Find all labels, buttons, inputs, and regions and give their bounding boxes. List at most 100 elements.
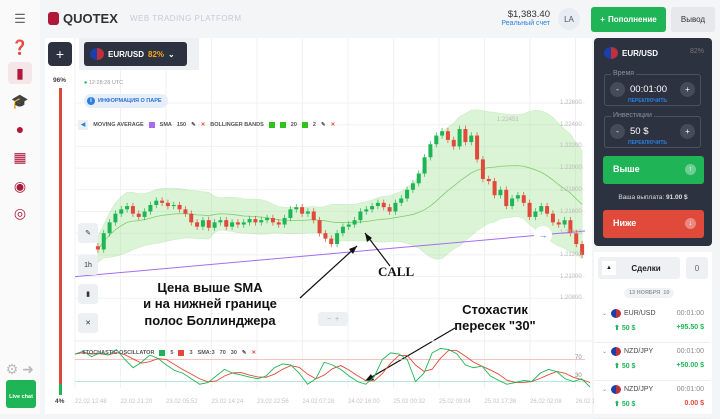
- investment-switch-link[interactable]: ПЕРЕКЛЮЧИТЬ: [628, 140, 668, 146]
- bb-color-2[interactable]: [279, 122, 286, 128]
- trades-tab[interactable]: Сделки: [598, 257, 680, 279]
- annotation-stoch-line: пересек "30": [454, 318, 536, 334]
- logout-icon[interactable]: ➜: [22, 360, 34, 377]
- price-axis-label: 1.22000: [560, 165, 582, 172]
- time-minus-button[interactable]: -: [610, 82, 625, 97]
- chevron-down-icon[interactable]: ⌄: [602, 311, 608, 317]
- add-chart-button[interactable]: +: [48, 42, 72, 66]
- sma-color[interactable]: [148, 122, 155, 128]
- timeframe-button[interactable]: 1h: [78, 255, 98, 275]
- bb-color[interactable]: [268, 122, 275, 128]
- candle: [259, 220, 264, 223]
- trade-row[interactable]: ⌄ NZD/JPY 00:01:00 ⬆ 50 $ 0.00 $: [594, 381, 710, 419]
- candle: [212, 222, 217, 228]
- trade-pair: NZD/JPY: [624, 386, 654, 393]
- bb-dev: 2: [312, 122, 316, 128]
- balance[interactable]: $1,383.40 Реальный счет: [465, 9, 550, 27]
- investment-minus-button[interactable]: -: [610, 124, 625, 139]
- trade-profit: 0.00 $: [684, 400, 704, 407]
- trade-row[interactable]: ⌄ NZD/JPY 00:01:00 ⬆ 50 $ +50.00 $: [594, 343, 710, 381]
- chart-area[interactable]: [45, 38, 592, 414]
- time-switch-link[interactable]: ПЕРЕКЛЮЧИТЬ: [628, 98, 668, 104]
- education-icon[interactable]: 🎓: [11, 92, 29, 109]
- deposit-button[interactable]: + Пополнение: [591, 7, 666, 32]
- logo[interactable]: QUOTEX: [48, 11, 118, 26]
- price-axis-label: 1.21800: [560, 186, 582, 193]
- ma-label: MOVING AVERAGE: [93, 122, 144, 128]
- stoch-d-color[interactable]: [178, 350, 185, 356]
- candle: [160, 200, 165, 203]
- candle: [101, 233, 106, 250]
- candle: [247, 219, 252, 223]
- draw-tool-button[interactable]: ✎: [78, 223, 98, 243]
- stoch-d: 3: [189, 350, 193, 356]
- eur-usd-flag-icon: [90, 48, 104, 60]
- investment-plus-button[interactable]: +: [680, 124, 695, 139]
- indicator-bar: ◀ MOVING AVERAGE SMA 150 ✎ ✕ BOLLINGER BA…: [78, 118, 335, 132]
- candle: [224, 220, 229, 227]
- sentiment-up: 96%: [53, 77, 67, 84]
- payout-label: Ваша выплата:: [618, 194, 665, 201]
- edit-icon[interactable]: ✎: [241, 350, 247, 356]
- help-icon[interactable]: ❓: [11, 38, 29, 55]
- stoch-label: STOCHASTIC OSCILLATOR: [82, 350, 155, 356]
- avatar[interactable]: LA: [558, 8, 580, 30]
- remove-icon[interactable]: ✕: [330, 122, 336, 128]
- collapse-trades-icon[interactable]: ▲: [602, 261, 616, 275]
- settings-icon[interactable]: ⚙: [5, 360, 19, 377]
- live-chat-button[interactable]: Live chat: [6, 380, 36, 408]
- time-plus-button[interactable]: +: [680, 82, 695, 97]
- annotation-sma-line: и на нижней границе: [143, 296, 277, 312]
- candle: [463, 129, 468, 143]
- annotation-arrow: [299, 245, 358, 299]
- zoom-in-button[interactable]: +: [334, 315, 340, 323]
- annotation-sma-line: полос Боллинджера: [144, 312, 276, 328]
- market-icon[interactable]: ▦: [13, 148, 27, 165]
- investment-field[interactable]: Инвестиции -50 $ +: [604, 112, 701, 148]
- time-value[interactable]: 00:01:00: [630, 84, 667, 95]
- candle: [486, 178, 491, 182]
- signal-icon[interactable]: ◉: [13, 177, 27, 194]
- zoom-out-button[interactable]: −: [326, 315, 332, 323]
- chart-type-button[interactable]: ▮: [78, 284, 98, 304]
- bollinger-middle: [97, 165, 583, 250]
- live-chat-label: Live chat: [9, 394, 33, 400]
- stoch-k-color[interactable]: [159, 350, 166, 356]
- menu-icon[interactable]: ☰: [14, 11, 26, 26]
- candle: [206, 220, 211, 228]
- investment-label: Инвестиции: [611, 112, 654, 119]
- candle: [183, 209, 188, 214]
- candle: [381, 202, 386, 208]
- coins-icon[interactable]: ◎: [13, 204, 27, 221]
- pair-selector[interactable]: EUR/USD 82% ⌄: [84, 42, 187, 66]
- sentiment-bar-up: [59, 384, 62, 395]
- remove-icon[interactable]: ✕: [200, 122, 206, 128]
- trade-row[interactable]: ⌄ EUR/USD 00:01:00 ⬆ 50 $ +95.50 $: [594, 305, 710, 343]
- bb-color-3[interactable]: [301, 122, 308, 128]
- scroll-to-now-button[interactable]: →: [534, 226, 552, 244]
- candle: [300, 207, 305, 214]
- pair-info-button[interactable]: i ИНФОРМАЦИЯ О ПАРЕ: [84, 94, 168, 108]
- zoom-controls: − +: [318, 312, 348, 326]
- edit-icon[interactable]: ✎: [320, 122, 326, 128]
- chart-icon[interactable]: ▮: [8, 62, 32, 84]
- indicators-button[interactable]: ✕: [78, 313, 98, 333]
- bb-period: 20: [290, 122, 297, 128]
- up-button[interactable]: Выше ↑: [603, 156, 704, 184]
- candle: [125, 206, 130, 210]
- remove-icon[interactable]: ✕: [251, 350, 257, 356]
- candle: [445, 131, 450, 140]
- header: QUOTEX WEB TRADING PLATFORM $1,383.40 Реа…: [40, 0, 720, 38]
- down-button[interactable]: Ниже ↓: [603, 210, 704, 238]
- withdraw-button[interactable]: Вывод: [671, 7, 715, 32]
- trade-time: 00:01:00: [676, 348, 704, 355]
- profile-icon[interactable]: ●: [15, 121, 25, 137]
- investment-value[interactable]: 50 $: [630, 126, 649, 137]
- candle: [335, 233, 340, 245]
- edit-icon[interactable]: ✎: [191, 122, 196, 128]
- time-field[interactable]: Время -00:01:00 +: [604, 70, 701, 106]
- chevron-down-icon[interactable]: ⌄: [602, 387, 608, 393]
- stoch-sma: SMA:3: [197, 350, 215, 356]
- collapse-icon[interactable]: ◀: [78, 120, 89, 130]
- chevron-down-icon[interactable]: ⌄: [602, 349, 608, 355]
